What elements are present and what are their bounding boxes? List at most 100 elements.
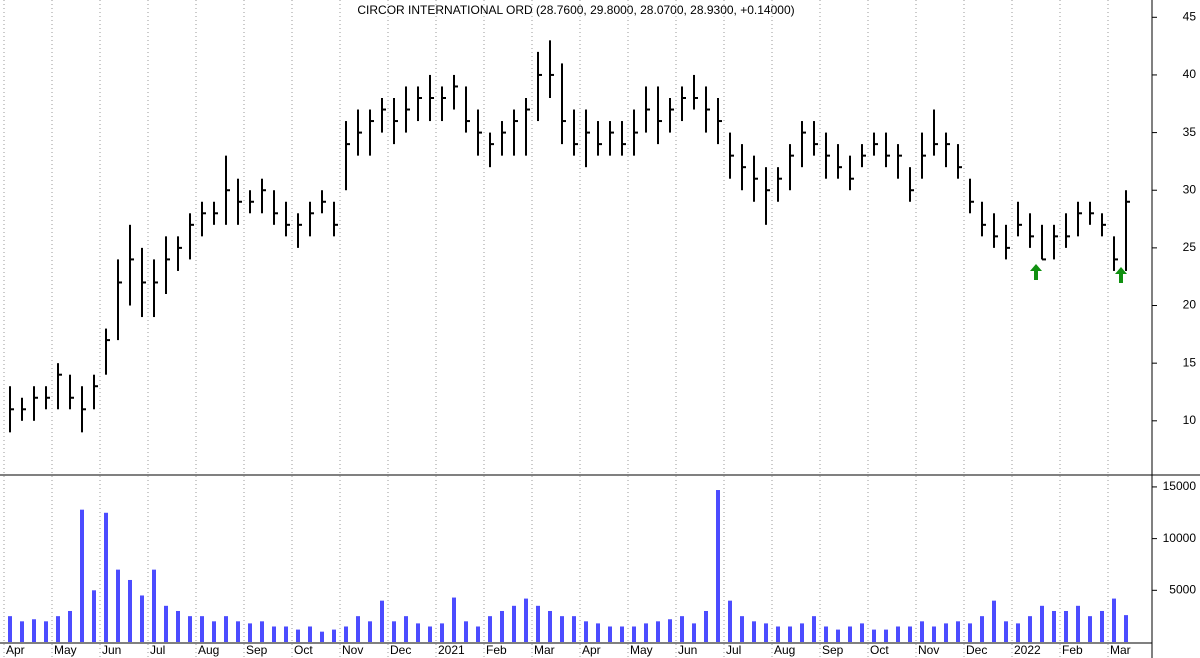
volume-bar — [1040, 605, 1044, 642]
volume-bar — [380, 600, 384, 642]
x-tick-label: Dec — [390, 643, 411, 657]
volume-bar — [812, 616, 816, 642]
y-tick-label: 20 — [1183, 298, 1197, 312]
x-tick-label: Jul — [150, 643, 165, 657]
volume-bar — [536, 605, 540, 642]
volume-bar — [224, 616, 228, 642]
volume-bar — [512, 605, 516, 642]
volume-bar — [8, 616, 12, 642]
volume-bar — [584, 621, 588, 642]
y-tick-label: 10 — [1183, 413, 1197, 427]
volume-bar — [1064, 610, 1068, 642]
volume-bar — [596, 623, 600, 642]
volume-bar — [32, 619, 36, 642]
volume-bar — [236, 621, 240, 642]
volume-bar — [1112, 598, 1116, 642]
volume-bar — [488, 616, 492, 642]
y-tick-label: 10000 — [1163, 531, 1197, 545]
x-tick-label: Apr — [6, 643, 25, 657]
volume-bar — [944, 623, 948, 642]
y-tick-label: 30 — [1183, 182, 1197, 196]
x-tick-label: May — [630, 643, 653, 657]
volume-bar — [332, 629, 336, 642]
volume-bar — [872, 629, 876, 642]
volume-bar — [176, 610, 180, 642]
volume-bar — [416, 623, 420, 642]
volume-bar — [476, 626, 480, 642]
volume-bar — [800, 623, 804, 642]
volume-bar — [104, 512, 108, 642]
x-tick-label: Oct — [294, 643, 313, 657]
volume-bar — [116, 569, 120, 642]
volume-bar — [356, 616, 360, 642]
x-tick-label: Dec — [966, 643, 987, 657]
volume-bar — [752, 621, 756, 642]
volume-bar — [128, 579, 132, 642]
volume-bar — [860, 623, 864, 642]
volume-bar — [212, 621, 216, 642]
volume-bar — [296, 629, 300, 642]
volume-bar — [920, 621, 924, 642]
x-tick-label: Mar — [534, 643, 555, 657]
volume-bar — [968, 623, 972, 642]
volume-bar — [392, 621, 396, 642]
volume-bar — [260, 621, 264, 642]
x-tick-label: Sep — [822, 643, 844, 657]
volume-bar — [776, 626, 780, 642]
volume-bar — [680, 616, 684, 642]
volume-bar — [1100, 610, 1104, 642]
volume-bar — [908, 626, 912, 642]
volume-bar — [164, 605, 168, 642]
volume-bar — [452, 597, 456, 642]
volume-bar — [1088, 616, 1092, 642]
volume-bar — [1052, 610, 1056, 642]
x-tick-label: Jun — [102, 643, 121, 657]
volume-bar — [836, 629, 840, 642]
volume-bar — [500, 610, 504, 642]
volume-bar — [764, 623, 768, 642]
volume-bar — [200, 616, 204, 642]
volume-bar — [992, 600, 996, 642]
signal-arrow — [1030, 264, 1042, 280]
x-tick-label: Feb — [1062, 643, 1083, 657]
signal-arrow — [1115, 267, 1127, 283]
volume-bar — [284, 626, 288, 642]
volume-bar — [308, 626, 312, 642]
volume-bar — [320, 631, 324, 642]
volume-bar — [548, 610, 552, 642]
volume-bar — [896, 626, 900, 642]
y-tick-label: 5000 — [1169, 582, 1196, 596]
volume-bar — [140, 595, 144, 642]
y-tick-label: 15000 — [1163, 479, 1197, 493]
x-tick-label: Feb — [486, 643, 507, 657]
volume-bar — [68, 610, 72, 642]
volume-bar — [272, 626, 276, 642]
volume-bar — [824, 626, 828, 642]
y-tick-label: 25 — [1183, 240, 1197, 254]
volume-bar — [620, 626, 624, 642]
volume-bar — [572, 616, 576, 642]
volume-bar — [692, 623, 696, 642]
volume-bar — [56, 616, 60, 642]
y-tick-label: 40 — [1183, 67, 1197, 81]
volume-bar — [608, 626, 612, 642]
volume-bar — [44, 621, 48, 642]
volume-bar — [728, 600, 732, 642]
volume-bar — [20, 621, 24, 642]
x-tick-label: Jun — [678, 643, 697, 657]
y-tick-label: 15 — [1183, 355, 1197, 369]
y-tick-label: 45 — [1183, 9, 1197, 23]
x-tick-label: Sep — [246, 643, 268, 657]
volume-bar — [884, 629, 888, 642]
volume-bar — [188, 616, 192, 642]
volume-bar — [404, 616, 408, 642]
volume-bar — [1076, 605, 1080, 642]
volume-bar — [428, 626, 432, 642]
volume-bar — [956, 621, 960, 642]
volume-bar — [704, 610, 708, 642]
x-tick-label: Oct — [870, 643, 889, 657]
volume-bar — [1028, 616, 1032, 642]
x-tick-label: Nov — [342, 643, 363, 657]
